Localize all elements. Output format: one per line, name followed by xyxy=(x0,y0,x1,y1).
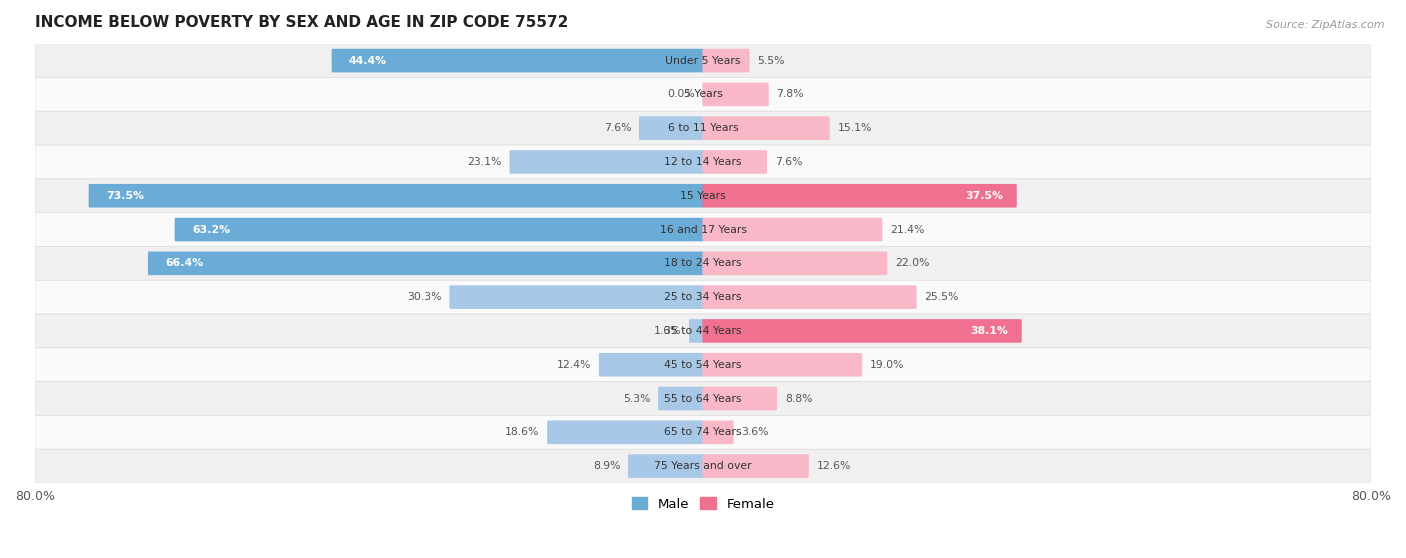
Text: 12 to 14 Years: 12 to 14 Years xyxy=(664,157,742,167)
Text: 63.2%: 63.2% xyxy=(193,224,231,234)
Text: 1.6%: 1.6% xyxy=(654,326,682,336)
Text: 38.1%: 38.1% xyxy=(970,326,1008,336)
FancyBboxPatch shape xyxy=(450,285,703,309)
FancyBboxPatch shape xyxy=(703,252,887,275)
Text: 3.6%: 3.6% xyxy=(741,427,769,437)
Text: 15.1%: 15.1% xyxy=(838,123,872,133)
Text: 5 Years: 5 Years xyxy=(683,89,723,99)
FancyBboxPatch shape xyxy=(703,353,862,377)
FancyBboxPatch shape xyxy=(509,150,703,174)
FancyBboxPatch shape xyxy=(599,353,703,377)
Text: 37.5%: 37.5% xyxy=(966,191,1004,201)
Text: 75 Years and over: 75 Years and over xyxy=(654,461,752,471)
FancyBboxPatch shape xyxy=(174,218,703,242)
Text: 18 to 24 Years: 18 to 24 Years xyxy=(664,258,742,268)
Text: 12.4%: 12.4% xyxy=(557,360,591,370)
Text: 5.3%: 5.3% xyxy=(623,393,651,403)
FancyBboxPatch shape xyxy=(628,454,703,478)
Text: 44.4%: 44.4% xyxy=(349,56,387,66)
FancyBboxPatch shape xyxy=(703,49,749,73)
FancyBboxPatch shape xyxy=(148,252,703,275)
Text: 66.4%: 66.4% xyxy=(166,258,204,268)
Text: 21.4%: 21.4% xyxy=(890,224,924,234)
FancyBboxPatch shape xyxy=(703,150,768,174)
Text: 35 to 44 Years: 35 to 44 Years xyxy=(664,326,742,336)
Text: 15 Years: 15 Years xyxy=(681,191,725,201)
FancyBboxPatch shape xyxy=(703,83,769,106)
FancyBboxPatch shape xyxy=(638,117,703,140)
FancyBboxPatch shape xyxy=(658,387,703,410)
Text: 12.6%: 12.6% xyxy=(817,461,851,471)
Text: 19.0%: 19.0% xyxy=(870,360,904,370)
FancyBboxPatch shape xyxy=(703,218,883,242)
FancyBboxPatch shape xyxy=(89,184,703,208)
FancyBboxPatch shape xyxy=(35,449,1371,483)
FancyBboxPatch shape xyxy=(35,280,1371,314)
FancyBboxPatch shape xyxy=(35,44,1371,78)
FancyBboxPatch shape xyxy=(35,416,1371,449)
Text: 7.8%: 7.8% xyxy=(776,89,804,99)
Text: 7.6%: 7.6% xyxy=(775,157,803,167)
Text: 7.6%: 7.6% xyxy=(603,123,631,133)
Text: 0.0%: 0.0% xyxy=(666,89,695,99)
FancyBboxPatch shape xyxy=(35,314,1371,348)
Text: 16 and 17 Years: 16 and 17 Years xyxy=(659,224,747,234)
FancyBboxPatch shape xyxy=(35,179,1371,213)
FancyBboxPatch shape xyxy=(703,421,734,444)
FancyBboxPatch shape xyxy=(35,213,1371,247)
Text: 73.5%: 73.5% xyxy=(105,191,143,201)
FancyBboxPatch shape xyxy=(703,184,1017,208)
FancyBboxPatch shape xyxy=(547,421,703,444)
FancyBboxPatch shape xyxy=(35,111,1371,145)
Text: 6 to 11 Years: 6 to 11 Years xyxy=(668,123,738,133)
FancyBboxPatch shape xyxy=(35,78,1371,111)
Text: Source: ZipAtlas.com: Source: ZipAtlas.com xyxy=(1267,20,1385,30)
Text: 65 to 74 Years: 65 to 74 Years xyxy=(664,427,742,437)
Text: 8.9%: 8.9% xyxy=(593,461,620,471)
FancyBboxPatch shape xyxy=(35,348,1371,382)
Text: 22.0%: 22.0% xyxy=(896,258,929,268)
FancyBboxPatch shape xyxy=(689,319,703,343)
FancyBboxPatch shape xyxy=(703,387,778,410)
FancyBboxPatch shape xyxy=(35,247,1371,280)
Text: INCOME BELOW POVERTY BY SEX AND AGE IN ZIP CODE 75572: INCOME BELOW POVERTY BY SEX AND AGE IN Z… xyxy=(35,15,568,30)
Text: Under 5 Years: Under 5 Years xyxy=(665,56,741,66)
Text: 25 to 34 Years: 25 to 34 Years xyxy=(664,292,742,302)
Text: 5.5%: 5.5% xyxy=(758,56,785,66)
FancyBboxPatch shape xyxy=(332,49,703,73)
FancyBboxPatch shape xyxy=(35,382,1371,416)
FancyBboxPatch shape xyxy=(703,319,1022,343)
Text: 18.6%: 18.6% xyxy=(505,427,540,437)
FancyBboxPatch shape xyxy=(703,285,917,309)
FancyBboxPatch shape xyxy=(35,145,1371,179)
Legend: Male, Female: Male, Female xyxy=(626,492,780,516)
Text: 55 to 64 Years: 55 to 64 Years xyxy=(664,393,742,403)
Text: 45 to 54 Years: 45 to 54 Years xyxy=(664,360,742,370)
FancyBboxPatch shape xyxy=(703,454,808,478)
FancyBboxPatch shape xyxy=(703,117,830,140)
Text: 25.5%: 25.5% xyxy=(924,292,959,302)
Text: 23.1%: 23.1% xyxy=(467,157,502,167)
Text: 8.8%: 8.8% xyxy=(785,393,813,403)
Text: 30.3%: 30.3% xyxy=(408,292,441,302)
